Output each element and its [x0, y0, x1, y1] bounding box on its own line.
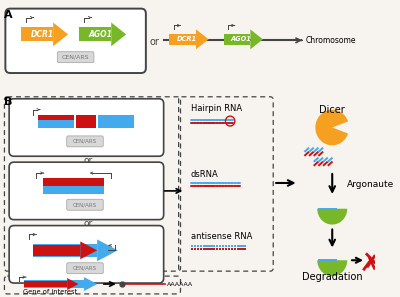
- Text: or: or: [83, 156, 92, 165]
- Text: dsRNA: dsRNA: [191, 170, 218, 178]
- FancyBboxPatch shape: [57, 52, 94, 63]
- Text: Hairpin RNA: Hairpin RNA: [191, 104, 242, 113]
- Text: CEN/ARS: CEN/ARS: [73, 202, 97, 207]
- Bar: [98, 115, 134, 129]
- FancyBboxPatch shape: [67, 199, 103, 210]
- Text: Argonaute: Argonaute: [347, 181, 394, 189]
- Bar: [38, 115, 74, 129]
- Polygon shape: [34, 244, 97, 257]
- Text: CEN/ARS: CEN/ARS: [73, 139, 97, 144]
- Polygon shape: [84, 277, 97, 291]
- Polygon shape: [21, 28, 53, 41]
- Wedge shape: [315, 110, 348, 145]
- Wedge shape: [317, 209, 347, 225]
- Bar: [43, 186, 104, 194]
- Polygon shape: [24, 281, 67, 287]
- Text: AGO1: AGO1: [88, 30, 112, 39]
- Text: Degradation: Degradation: [302, 272, 362, 282]
- FancyBboxPatch shape: [67, 136, 103, 147]
- Text: CEN/ARS: CEN/ARS: [73, 266, 97, 271]
- Bar: [43, 178, 104, 186]
- Polygon shape: [24, 280, 84, 288]
- Polygon shape: [169, 34, 196, 45]
- Bar: [76, 115, 96, 129]
- Polygon shape: [97, 239, 118, 261]
- Polygon shape: [224, 34, 250, 45]
- FancyBboxPatch shape: [5, 9, 146, 73]
- Polygon shape: [34, 245, 80, 255]
- Text: CEN/ARS: CEN/ARS: [62, 55, 89, 60]
- FancyBboxPatch shape: [9, 99, 164, 156]
- Text: AGO1: AGO1: [231, 36, 252, 42]
- Wedge shape: [317, 260, 347, 276]
- Polygon shape: [67, 278, 78, 290]
- Text: B: B: [4, 97, 12, 107]
- Text: antisense RNA: antisense RNA: [191, 232, 252, 241]
- Text: Gene of interest: Gene of interest: [23, 289, 77, 295]
- FancyBboxPatch shape: [67, 263, 103, 274]
- FancyBboxPatch shape: [9, 226, 164, 283]
- Polygon shape: [196, 29, 209, 49]
- Text: or: or: [149, 37, 159, 47]
- Polygon shape: [53, 23, 68, 46]
- Text: DCR1: DCR1: [31, 30, 54, 39]
- Polygon shape: [79, 28, 111, 41]
- Polygon shape: [111, 23, 126, 46]
- Text: Dicer: Dicer: [319, 105, 345, 115]
- Bar: [38, 115, 74, 120]
- Text: Chromosome: Chromosome: [306, 36, 356, 45]
- Text: A: A: [4, 10, 12, 20]
- Text: AAAAAA: AAAAAA: [166, 282, 192, 287]
- Polygon shape: [80, 241, 97, 259]
- Text: DCR1: DCR1: [177, 36, 197, 42]
- FancyBboxPatch shape: [9, 162, 164, 220]
- Text: or: or: [83, 219, 92, 228]
- Polygon shape: [250, 29, 263, 49]
